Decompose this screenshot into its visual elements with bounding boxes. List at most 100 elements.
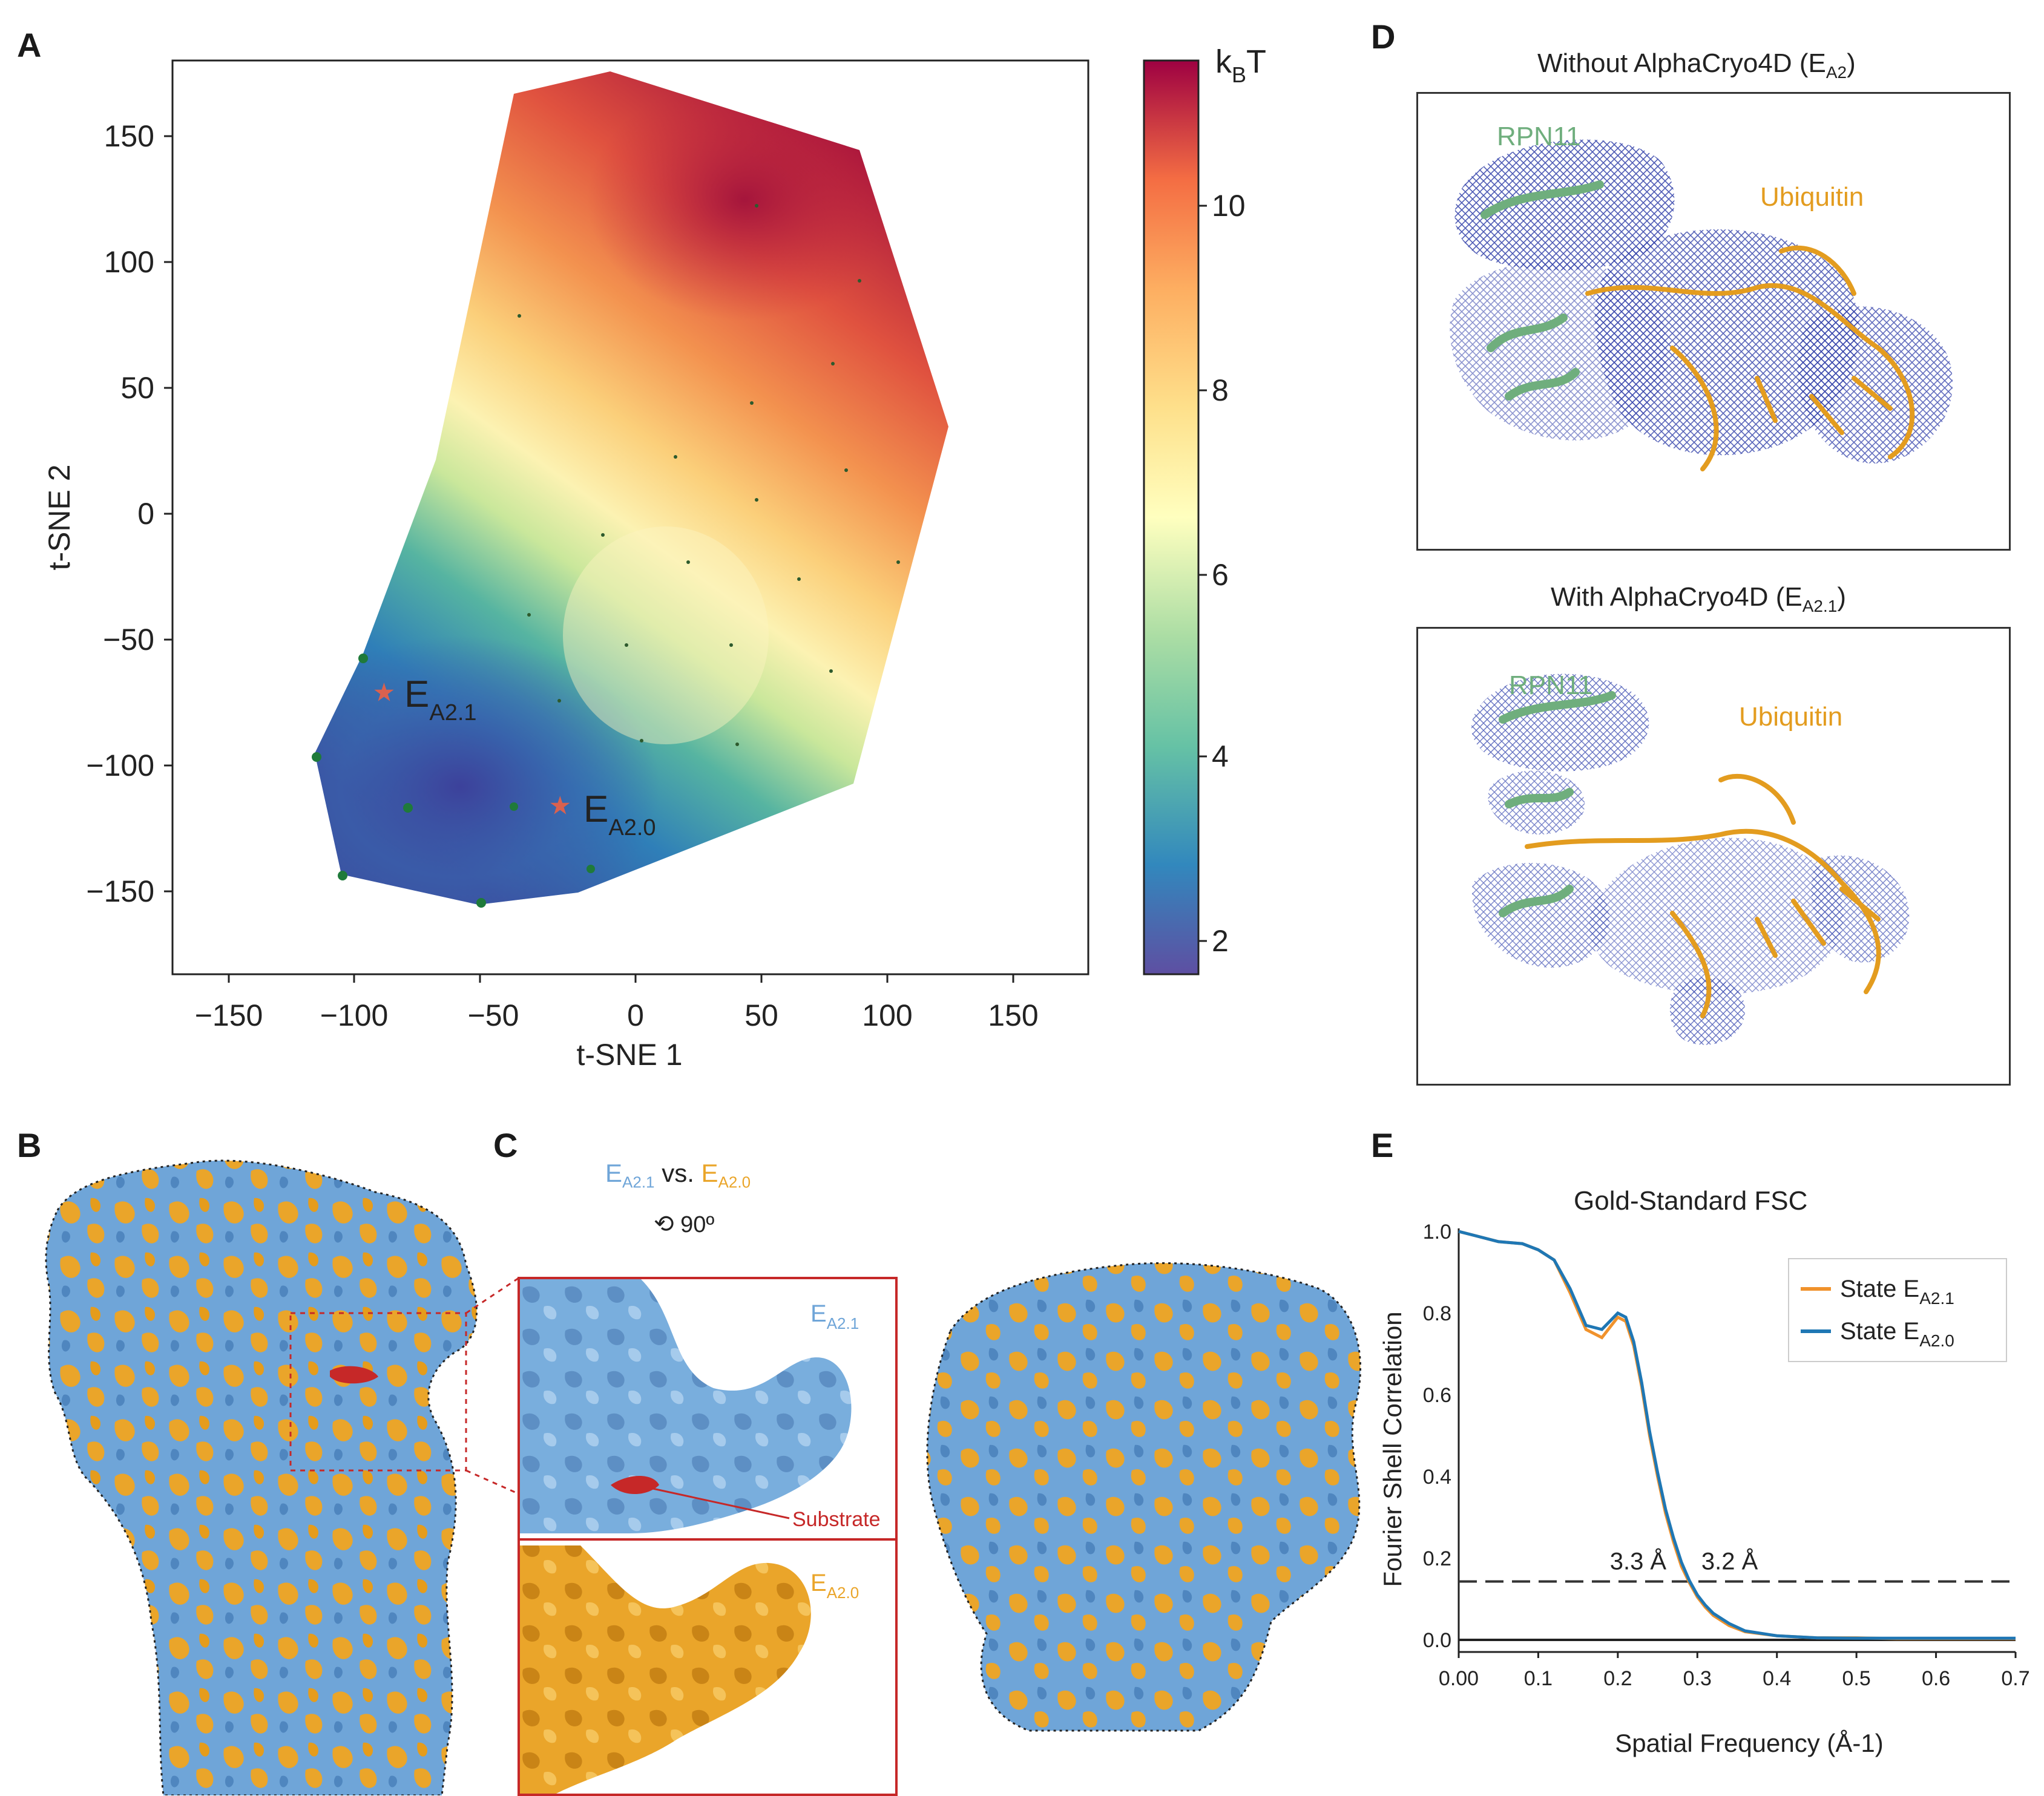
plot-frame-a <box>171 59 1089 975</box>
fsc-y-label: Fourier Shell Correlation <box>1378 1311 1407 1587</box>
mesh-blobs <box>1471 673 1910 1045</box>
density-mesh-without: RPN11 Ubiquitin <box>1450 122 1953 471</box>
x-tick-label: 100 <box>862 998 912 1032</box>
colorbar-tick: 8 <box>1212 373 1229 407</box>
zoom-box <box>289 1312 467 1472</box>
fsc-ticks: 0.00 0.1 0.2 0.3 0.4 0.5 0.6 0.7 1.0 0.8 0.6 0.4 0.2… <box>1423 1222 2030 1690</box>
rotation-indicator: ⟲ 90º <box>654 1211 715 1237</box>
colorbar <box>1143 59 1200 975</box>
marker-label-a20: EA2.0 <box>583 788 656 841</box>
mesh-blobs <box>1450 139 1953 464</box>
panel-label-b: B <box>17 1126 42 1164</box>
x-tick-label: −50 <box>468 998 519 1032</box>
x-tick-labels-a: −150 −100 −50 0 50 100 150 <box>195 998 1039 1032</box>
fsc-annotation-right: 3.2 Å <box>1701 1547 1758 1575</box>
energy-landscape-plot: ★ ★ EA2.1 EA2.0 −150 −100 −50 0 50 100 1… <box>42 44 1266 1072</box>
ubiquitin-ribbon <box>1525 773 1881 1018</box>
zoom-line-bottom <box>465 1469 521 1496</box>
colorbar-ticks <box>1198 205 1207 942</box>
fsc-x-tick-label: 0.6 <box>1922 1667 1950 1690</box>
fsc-x-tick-label: 0.2 <box>1603 1667 1632 1690</box>
fsc-x-tick-label: 0.4 <box>1763 1667 1791 1690</box>
proteasome-map-b <box>45 1159 478 1795</box>
x-tick-label: −150 <box>195 998 263 1032</box>
y-tick-label: −100 <box>86 749 154 782</box>
density-overlay-rotated <box>926 1262 1361 1732</box>
density-map-with: RPN11 Ubiquitin <box>1416 627 2011 1086</box>
fsc-legend <box>1788 1258 2007 1362</box>
fsc-y-tick-label: 0.4 <box>1423 1466 1451 1489</box>
fsc-y-tick-label: 0.2 <box>1423 1547 1451 1570</box>
zoom-inset-svg: Substrate EA2.1 EA2.0 <box>520 1279 895 1794</box>
x-axis-ticks-a <box>228 974 1014 983</box>
fsc-x-tick-label: 0.3 <box>1683 1667 1712 1690</box>
fsc-chart: 0.00 0.1 0.2 0.3 0.4 0.5 0.6 0.7 1.0 0.8 0.6 0.4 0.2… <box>1378 1222 2030 1757</box>
fsc-x-tick-label: 0.1 <box>1524 1667 1553 1690</box>
rotate-icon: ⟲ <box>654 1211 674 1237</box>
substrate-density-c <box>611 1476 659 1494</box>
y-tick-label: −150 <box>86 874 154 908</box>
rpn11-label-top: RPN11 <box>1497 122 1581 151</box>
x-tick-label: 0 <box>627 998 644 1032</box>
density-mesh-with: RPN11 Ubiquitin <box>1471 670 1910 1045</box>
fsc-x-tick-label: 0.00 <box>1439 1667 1479 1690</box>
fsc-x-tick-label: 0.7 <box>2001 1667 2029 1690</box>
y-tick-label: 100 <box>104 245 154 279</box>
rpn11-label-bottom: RPN11 <box>1509 670 1593 700</box>
y-axis-label-a: t-SNE 2 <box>42 464 76 570</box>
substrate-density-b <box>330 1366 378 1384</box>
density-overlay-b <box>45 1159 521 1795</box>
marker-star-a20: ★ <box>549 791 572 820</box>
zoom-line-top <box>465 1276 521 1314</box>
ubiquitin-label-bottom: Ubiquitin <box>1739 702 1842 732</box>
energy-surface <box>315 71 948 905</box>
y-tick-label: 150 <box>104 119 154 153</box>
ubiquitin-label-top: Ubiquitin <box>1760 182 1864 212</box>
legend-label-a21: State EA2.1 <box>1840 1276 1954 1308</box>
y-axis-ticks-a <box>164 135 173 893</box>
y-tick-label: 50 <box>120 371 154 405</box>
fsc-x-tick-label: 0.5 <box>1842 1667 1871 1690</box>
colorbar-tick-labels: 10 8 6 4 2 <box>1212 189 1246 958</box>
x-tick-label: 150 <box>988 998 1038 1032</box>
y-tick-labels-a: 150 100 50 0 −50 −100 −150 <box>86 119 154 908</box>
inset-bottom-label: EA2.0 <box>810 1570 859 1602</box>
fsc-y-tick-label: 1.0 <box>1423 1222 1451 1244</box>
fsc-y-tick-label: 0.0 <box>1423 1629 1451 1652</box>
colorbar-tick: 4 <box>1212 739 1229 773</box>
colorbar-tick: 6 <box>1212 558 1229 592</box>
blue-density <box>520 1279 852 1533</box>
fsc-y-tick-label: 0.6 <box>1423 1384 1451 1407</box>
ubiquitin-ribbon <box>1585 245 1915 471</box>
fsc-title: Gold-Standard FSC <box>1574 1186 1808 1216</box>
zoom-inset: Substrate EA2.1 EA2.0 <box>518 1277 898 1796</box>
highlighted-points <box>312 654 595 908</box>
panel-label-c: C <box>493 1126 518 1164</box>
panel-label-a: A <box>17 26 42 64</box>
rpn11-ribbon <box>1499 691 1616 917</box>
proteasome-map-rotated <box>926 1262 1361 1732</box>
marker-star-a21: ★ <box>373 678 396 706</box>
colorbar-tick: 2 <box>1212 924 1229 958</box>
x-axis-label-a: t-SNE 1 <box>576 1038 682 1072</box>
x-tick-label: 50 <box>744 998 778 1032</box>
panel-d-top-title: Without AlphaCryo4D (EA2) <box>1537 48 1856 82</box>
colorbar-label: kBT <box>1215 44 1266 87</box>
colorbar-tick: 10 <box>1212 189 1246 223</box>
comparison-legend: EA2.1 vs. EA2.0 <box>605 1159 751 1191</box>
panel-d-bottom-title: With AlphaCryo4D (EA2.1) <box>1551 582 1846 615</box>
panel-label-e: E <box>1371 1126 1394 1164</box>
y-tick-label: −50 <box>103 623 154 657</box>
substrate-pointer <box>649 1487 790 1519</box>
orange-density <box>520 1545 811 1794</box>
density-map-without: RPN11 Ubiquitin <box>1416 92 2011 551</box>
fsc-annotation-left: 3.3 Å <box>1610 1547 1667 1575</box>
sample-points <box>518 204 900 746</box>
fsc-x-label: Spatial Frequency (Å-1) <box>1615 1729 1884 1757</box>
substrate-label: Substrate <box>792 1508 881 1531</box>
fsc-series-a20 <box>1458 1230 2016 1640</box>
panel-label-d: D <box>1371 18 1396 56</box>
fsc-y-tick-label: 0.8 <box>1423 1302 1451 1325</box>
legend-label-a20: State EA2.0 <box>1840 1318 1954 1350</box>
inset-top-label: EA2.1 <box>810 1300 859 1332</box>
